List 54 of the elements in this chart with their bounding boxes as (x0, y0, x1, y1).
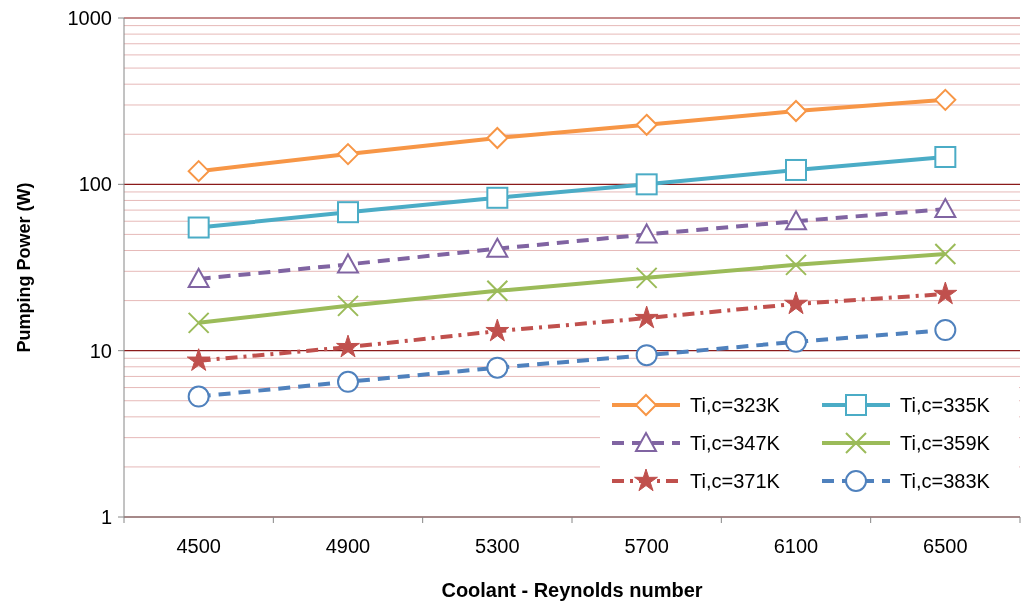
point (635, 173, 658, 196)
point (635, 344, 658, 367)
point (785, 330, 807, 353)
x-tick-label: 6500 (923, 535, 968, 557)
point (934, 243, 957, 266)
point (785, 158, 807, 181)
point (337, 294, 359, 317)
point (337, 370, 359, 393)
point (934, 146, 957, 168)
point (486, 279, 509, 302)
x-tick-label: 6100 (773, 535, 819, 557)
point (187, 216, 210, 239)
y-tick-label: 1000 (67, 7, 112, 29)
point (486, 237, 509, 258)
point (634, 305, 659, 329)
point (337, 143, 359, 166)
point (486, 356, 509, 379)
point (635, 266, 658, 289)
point (486, 186, 509, 209)
y-tick-label: 100 (78, 173, 112, 196)
x-axis-title: Coolant - Reynolds number (441, 579, 703, 601)
legend-label: Ti,c=347K (690, 432, 781, 454)
point (187, 385, 210, 408)
legend-label: Ti,c=359K (900, 432, 991, 454)
point (785, 210, 807, 231)
point (187, 160, 210, 183)
y-axis-title: Pumping Power (W) (14, 182, 34, 353)
point (336, 334, 360, 358)
point (187, 267, 210, 288)
legend-label: Ti,c=383K (900, 470, 991, 492)
point (635, 223, 658, 244)
point (486, 126, 509, 149)
legend-label: Ti,c=335K (900, 394, 991, 416)
point (337, 253, 359, 274)
y-tick-label: 10 (89, 339, 112, 362)
point (485, 318, 510, 342)
point (934, 319, 957, 342)
point (785, 253, 807, 276)
y-tick-label: 1 (100, 506, 112, 528)
point (934, 198, 957, 219)
point (784, 291, 808, 315)
point (635, 113, 658, 136)
point (785, 100, 807, 122)
point (186, 348, 211, 371)
x-tick-label: 5300 (475, 535, 520, 557)
point (933, 281, 958, 305)
point (187, 311, 210, 334)
legend-label: Ti,c=371K (690, 470, 781, 492)
x-tick-label: 5700 (624, 535, 669, 557)
x-tick-label: 4900 (325, 535, 371, 557)
point (337, 201, 359, 224)
point (934, 88, 957, 111)
x-tick-label: 4500 (176, 535, 221, 557)
legend-label: Ti,c=323K (690, 394, 781, 416)
